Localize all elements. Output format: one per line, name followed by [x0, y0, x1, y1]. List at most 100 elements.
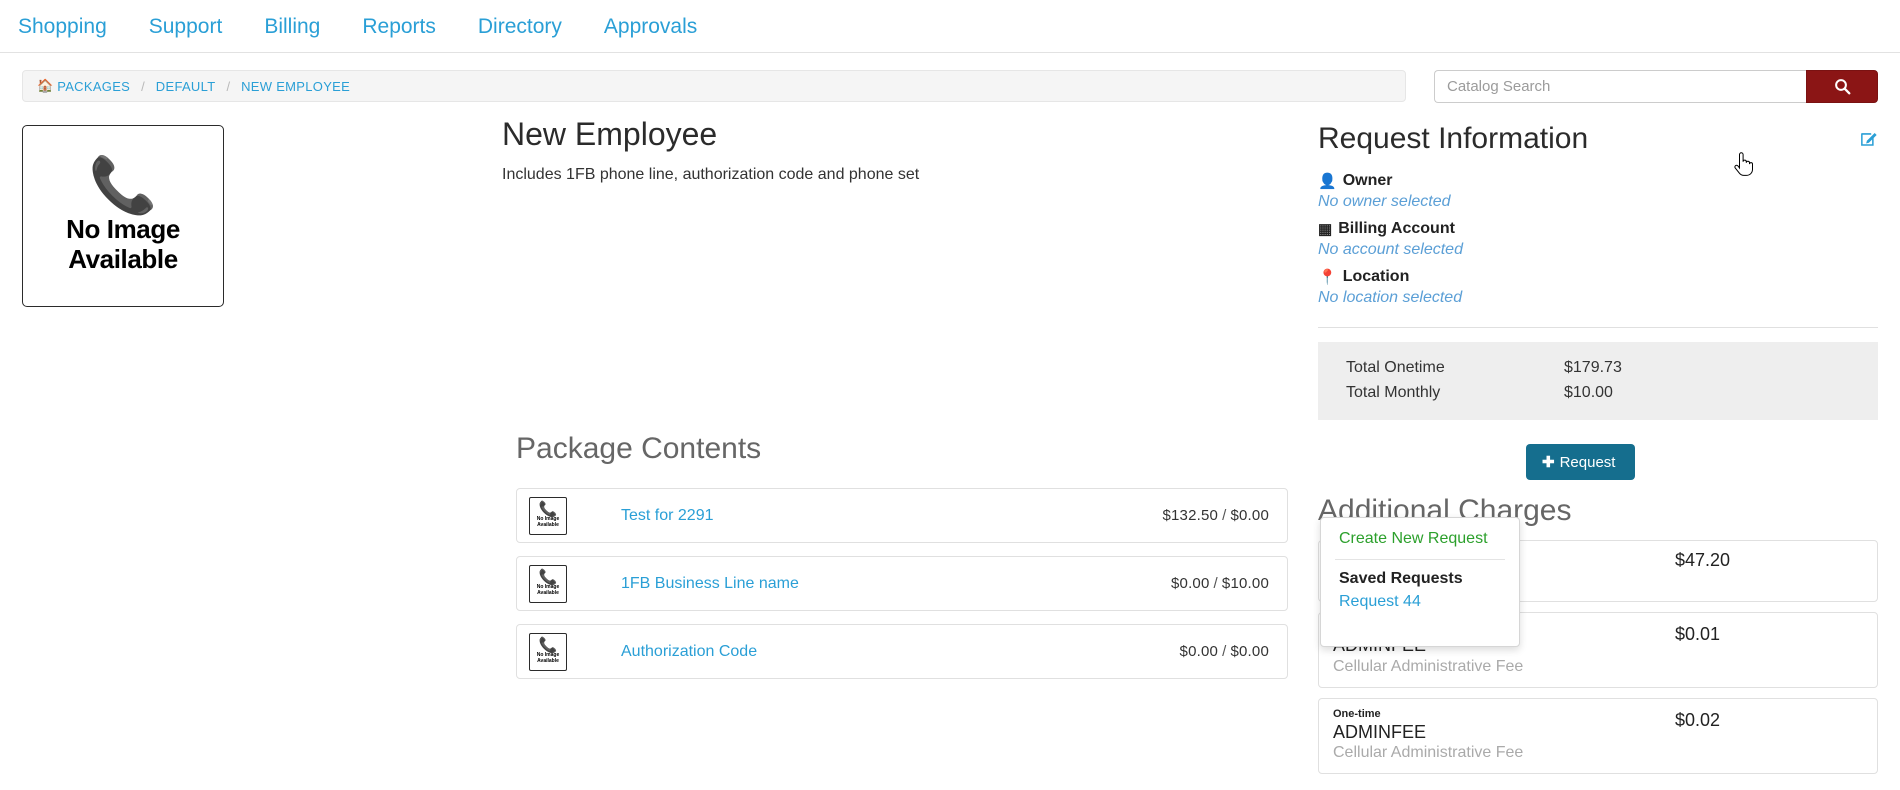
- dropdown-divider: [1335, 559, 1505, 560]
- thumb-line2: Available: [537, 658, 559, 665]
- total-onetime-label: Total Onetime: [1346, 358, 1445, 376]
- breadcrumb-item-default[interactable]: DEFAULT: [155, 78, 216, 94]
- thumb-line1: No Image: [536, 516, 560, 523]
- search-button[interactable]: [1806, 70, 1878, 103]
- product-image-column: 📞 No Image Available: [22, 117, 502, 784]
- package-item-price: $132.50/$0.00: [1162, 507, 1269, 524]
- breadcrumb-item-new-employee[interactable]: NEW EMPLOYEE: [241, 78, 351, 94]
- billing-account-label: ▦ Billing Account: [1318, 220, 1878, 238]
- search-icon: [1834, 79, 1850, 95]
- nav-item-shopping[interactable]: Shopping: [18, 14, 107, 38]
- map-pin-icon: 📍: [1318, 268, 1337, 286]
- no-image-line1: No Image: [66, 214, 180, 245]
- phone-icon: 📞: [538, 501, 558, 519]
- table-icon: ▦: [1318, 220, 1333, 238]
- saved-request-item-request-44[interactable]: Request 44: [1339, 593, 1421, 610]
- fee-card: One-time ADMINFEE Cellular Administrativ…: [1318, 698, 1878, 775]
- location-label-text: Location: [1342, 267, 1410, 285]
- package-contents-heading: Package Contents: [516, 432, 762, 466]
- package-item-link[interactable]: 1FB Business Line name: [621, 574, 799, 592]
- request-button-label: Request: [1559, 453, 1616, 471]
- total-onetime-row: Total Onetime $179.73: [1346, 355, 1850, 381]
- no-image-line2: Available: [68, 243, 178, 274]
- phone-icon: 📞: [538, 637, 558, 655]
- total-monthly-label: Total Monthly: [1346, 384, 1441, 402]
- breadcrumb-search-row: 🏠 PACKAGES / DEFAULT / NEW EMPLOYEE: [0, 53, 1900, 103]
- thumb-line2: Available: [537, 590, 559, 597]
- package-item-monthly: $10.00: [1221, 575, 1269, 593]
- package-item-monthly: $0.00: [1230, 507, 1269, 525]
- billing-account-label-text: Billing Account: [1338, 219, 1455, 237]
- total-monthly-row: Total Monthly $10.00: [1346, 380, 1850, 406]
- nav-item-billing[interactable]: Billing: [264, 14, 321, 38]
- breadcrumb: 🏠 PACKAGES / DEFAULT / NEW EMPLOYEE: [22, 70, 1406, 102]
- nav-item-directory[interactable]: Directory: [477, 14, 562, 38]
- thumb-line1: No Image: [536, 652, 560, 659]
- home-icon: 🏠: [37, 78, 54, 93]
- product-image-placeholder: 📞 No Image Available: [22, 125, 224, 307]
- total-monthly-value: $10.00: [1564, 384, 1613, 402]
- fee-card-details: One-time ADMINFEE Cellular Administrativ…: [1333, 708, 1675, 763]
- package-item-onetime: $0.00: [1170, 575, 1210, 593]
- request-information-column: Request Information 👤 Owner No owner sel…: [1318, 117, 1878, 784]
- page-subtitle: Includes 1FB phone line, authorization c…: [502, 166, 920, 184]
- thumb-line2: Available: [537, 522, 559, 529]
- page-title: New Employee: [502, 116, 718, 152]
- create-new-request-item[interactable]: Create New Request: [1339, 530, 1488, 547]
- fee-description: Cellular Administrative Fee: [1333, 658, 1524, 676]
- package-item-row[interactable]: 📞 No Image Available Authorization Code …: [516, 624, 1288, 680]
- fee-kind: One-time: [1333, 708, 1381, 721]
- search-input[interactable]: [1434, 70, 1806, 103]
- breadcrumb-item-packages[interactable]: PACKAGES: [57, 78, 131, 94]
- user-icon: 👤: [1318, 172, 1337, 190]
- package-item-thumbnail: 📞 No Image Available: [529, 632, 567, 671]
- total-onetime-value: $179.73: [1564, 358, 1622, 376]
- package-item-row[interactable]: 📞 No Image Available Test for 2291 $132.…: [516, 488, 1288, 544]
- owner-label: 👤 Owner: [1318, 172, 1878, 190]
- divider: [1318, 326, 1878, 328]
- package-item-price: $0.00/$0.00: [1180, 643, 1269, 660]
- breadcrumb-separator: /: [226, 78, 231, 94]
- billing-account-value[interactable]: No account selected: [1318, 240, 1463, 258]
- phone-icon: 📞: [88, 154, 158, 217]
- fee-amount: $0.02: [1675, 710, 1721, 731]
- price-separator: /: [1213, 575, 1218, 593]
- nav-item-approvals[interactable]: Approvals: [603, 14, 698, 38]
- package-contents-section: Package Contents 📞 No Image Available Te…: [502, 432, 1288, 680]
- package-item-onetime: $0.00: [1179, 643, 1219, 661]
- price-separator: /: [1222, 643, 1227, 661]
- price-separator: /: [1222, 507, 1227, 525]
- request-button[interactable]: ✚ Request: [1526, 443, 1636, 480]
- nav-item-reports[interactable]: Reports: [362, 14, 436, 38]
- package-item-thumbnail: 📞 No Image Available: [529, 496, 567, 535]
- request-information-heading: Request Information: [1318, 122, 1589, 155]
- nav-item-support[interactable]: Support: [148, 14, 223, 38]
- request-information-header: Request Information: [1318, 123, 1878, 163]
- package-item-price: $0.00/$10.00: [1171, 575, 1269, 592]
- fee-code: ADMINFEE: [1333, 721, 1427, 742]
- owner-value[interactable]: No owner selected: [1318, 192, 1451, 210]
- request-dropdown-menu: Create New Request Saved Requests Reques…: [1320, 517, 1520, 647]
- package-item-link[interactable]: Test for 2291: [621, 506, 714, 524]
- thumb-line1: No Image: [536, 584, 560, 591]
- catalog-search: [1434, 70, 1878, 103]
- edit-icon[interactable]: [1859, 123, 1878, 152]
- package-item-thumbnail: 📞 No Image Available: [529, 564, 567, 603]
- plus-icon: ✚: [1542, 453, 1555, 471]
- main-column: New Employee Includes 1FB phone line, au…: [502, 116, 1318, 784]
- package-item-link[interactable]: Authorization Code: [621, 642, 758, 660]
- fee-amount: $0.01: [1675, 623, 1721, 644]
- saved-requests-group-label: Saved Requests: [1339, 570, 1463, 587]
- location-value[interactable]: No location selected: [1318, 288, 1463, 306]
- phone-icon: 📞: [538, 569, 558, 587]
- package-item-monthly: $0.00: [1230, 643, 1269, 661]
- fee-description: Cellular Administrative Fee: [1333, 744, 1524, 762]
- totals-panel: Total Onetime $179.73 Total Monthly $10.…: [1318, 341, 1878, 420]
- owner-label-text: Owner: [1342, 171, 1393, 189]
- package-item-row[interactable]: 📞 No Image Available 1FB Business Line n…: [516, 556, 1288, 612]
- location-label: 📍 Location: [1318, 268, 1878, 286]
- fee-amount: $47.20: [1675, 549, 1731, 570]
- page-body: 📞 No Image Available New Employee Includ…: [0, 103, 1900, 784]
- package-item-onetime: $132.50: [1162, 507, 1219, 525]
- top-navigation: Shopping Support Billing Reports Directo…: [0, 0, 1900, 53]
